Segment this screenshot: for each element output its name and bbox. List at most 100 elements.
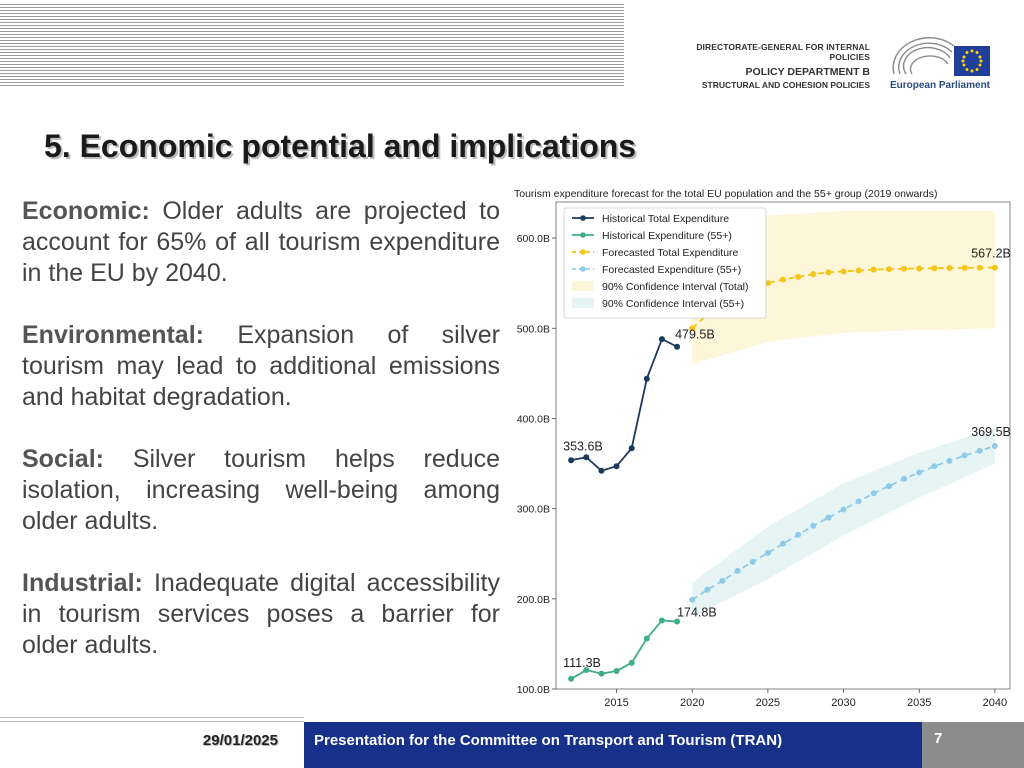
data-point xyxy=(628,445,635,452)
legend-marker xyxy=(580,232,586,238)
bullet-text: Expansion of silver tourism may lead to … xyxy=(22,321,500,411)
legend-entry: Historical Total Expenditure xyxy=(602,213,729,225)
data-label: 369.5B xyxy=(971,425,1011,439)
footer-date: 29/01/2025 xyxy=(202,732,278,749)
data-point xyxy=(991,264,998,271)
data-point xyxy=(961,264,968,271)
data-point xyxy=(825,269,832,276)
data-point xyxy=(946,457,953,464)
data-point xyxy=(643,635,650,642)
data-point xyxy=(855,498,862,505)
data-point xyxy=(825,514,832,521)
header-stripes xyxy=(0,0,624,88)
bullet-label: Environmental: xyxy=(22,321,204,349)
y-tick-label: 500.0B xyxy=(517,323,550,335)
confidence-band xyxy=(692,211,995,365)
data-point xyxy=(916,265,923,272)
x-tick-label: 2040 xyxy=(983,697,1007,709)
data-point xyxy=(795,531,802,538)
expenditure-forecast-chart: Tourism expenditure forecast for the tot… xyxy=(514,188,1011,709)
x-tick-label: 2020 xyxy=(680,697,704,709)
bullet-list: Economic: Older adults are projected to … xyxy=(22,196,500,692)
data-point xyxy=(870,490,877,497)
y-tick-label: 200.0B xyxy=(517,594,550,606)
bullet-economic: Economic: Older adults are projected to … xyxy=(22,196,500,289)
x-tick-label: 2030 xyxy=(831,697,855,709)
footer-divider xyxy=(0,721,304,722)
data-point xyxy=(931,463,938,470)
footer-divider xyxy=(0,717,304,718)
footer-title-bar: Presentation for the Committee on Transp… xyxy=(304,722,922,768)
data-point xyxy=(689,325,696,332)
data-point xyxy=(810,522,817,529)
y-tick-label: 100.0B xyxy=(517,684,550,696)
bullet-industrial: Industrial: Inadequate digital accessibi… xyxy=(22,568,500,661)
data-label: 479.5B xyxy=(675,328,715,342)
bullet-text: Inadequate digital accessibility in tour… xyxy=(22,569,500,659)
data-point xyxy=(704,586,711,593)
legend-marker xyxy=(580,215,586,221)
data-point xyxy=(613,667,620,674)
data-label: 174.8B xyxy=(677,606,717,620)
legend-entry: 90% Confidence Interval (55+) xyxy=(602,298,744,310)
data-point xyxy=(734,567,741,574)
y-tick-label: 600.0B xyxy=(517,233,550,245)
data-point xyxy=(855,267,862,274)
data-point xyxy=(901,475,908,482)
department-label: POLICY DEPARTMENT B xyxy=(745,66,870,78)
x-tick-label: 2015 xyxy=(604,697,628,709)
footer-presentation-title: Presentation for the Committee on Transp… xyxy=(314,732,783,749)
policies-label: STRUCTURAL AND COHESION POLICIES xyxy=(701,80,870,90)
data-point xyxy=(658,336,665,343)
legend-entry: Forecasted Expenditure (55+) xyxy=(602,264,741,276)
data-point xyxy=(795,273,802,280)
data-point xyxy=(583,667,590,674)
data-point xyxy=(840,506,847,513)
legend-swatch xyxy=(572,298,594,308)
data-point xyxy=(628,659,635,666)
legend-entry: Historical Expenditure (55+) xyxy=(602,230,732,242)
data-point xyxy=(643,375,650,382)
data-point xyxy=(976,447,983,454)
data-point xyxy=(780,276,786,283)
x-tick-label: 2035 xyxy=(907,697,931,709)
legend-entry: Forecasted Total Expenditure xyxy=(602,247,739,259)
data-point xyxy=(780,540,786,547)
data-point xyxy=(885,483,892,490)
data-point xyxy=(961,452,968,459)
slide-title: 5. Economic potential and implications xyxy=(44,128,637,164)
footer-page-area: 7 xyxy=(922,722,1024,768)
data-label: 111.3B xyxy=(563,656,601,670)
data-point xyxy=(870,266,877,273)
data-point xyxy=(901,265,908,272)
data-point xyxy=(749,558,756,565)
data-point xyxy=(674,618,681,625)
data-point xyxy=(598,467,605,474)
european-parliament-name: European Parliament xyxy=(889,80,991,91)
directorate-label: DIRECTORATE-GENERAL FOR INTERNAL POLICIE… xyxy=(696,42,870,62)
european-parliament-logo xyxy=(892,37,990,76)
data-label: 567.2B xyxy=(971,247,1011,261)
legend-swatch xyxy=(572,281,594,291)
bullet-text: Older adults are projected to account fo… xyxy=(22,197,500,287)
legend-marker xyxy=(580,249,586,255)
data-point xyxy=(583,454,590,461)
data-point xyxy=(658,617,665,624)
bullet-label: Social: xyxy=(22,445,104,473)
bullet-social: Social: Silver tourism helps reduce isol… xyxy=(22,444,500,537)
legend-box xyxy=(563,207,767,319)
page-number: 7 xyxy=(934,730,943,747)
chart-title: Tourism expenditure forecast for the tot… xyxy=(514,188,937,200)
data-label: 353.6B xyxy=(563,439,603,453)
bullet-label: Industrial: xyxy=(22,569,143,597)
data-point xyxy=(568,457,575,464)
data-point xyxy=(613,463,620,470)
header-text: DIRECTORATE-GENERAL FOR INTERNAL POLICIE… xyxy=(664,42,870,90)
x-tick-label: 2025 xyxy=(756,697,780,709)
data-point xyxy=(674,343,681,350)
data-point xyxy=(689,596,696,603)
bullet-text: Silver tourism helps reduce isolation, i… xyxy=(22,445,501,535)
y-tick-label: 300.0B xyxy=(517,504,550,516)
bullet-environmental: Environmental: Expansion of silver touri… xyxy=(22,320,500,413)
data-point xyxy=(764,549,771,556)
